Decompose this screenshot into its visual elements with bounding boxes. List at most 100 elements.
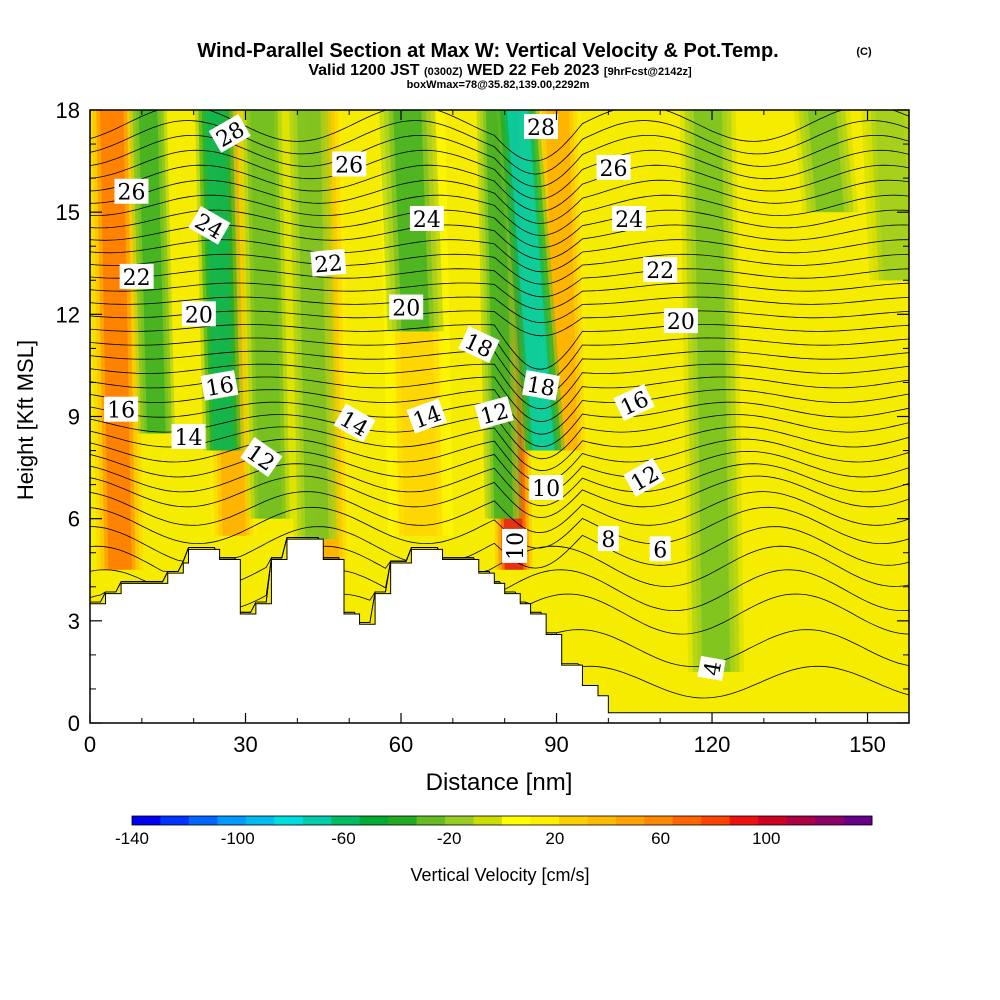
isentrope-line <box>90 491 909 533</box>
isentrope-label-text: 8 <box>601 528 615 553</box>
valid-utc: (0300Z) <box>424 66 463 78</box>
y-tick-label: 9 <box>68 405 80 430</box>
isentrope-line <box>90 324 909 370</box>
colorbar-swatch <box>245 816 275 825</box>
velocity-bands <box>90 110 909 672</box>
plot-area <box>90 110 909 723</box>
colorbar-swatch <box>473 816 503 825</box>
x-tick-label: 30 <box>233 732 257 757</box>
y-tick-label: 15 <box>56 200 80 225</box>
isentrope-label: 4 <box>697 655 727 681</box>
isentrope-label-bg <box>208 114 251 153</box>
isentrope-label-bg <box>458 326 500 364</box>
isentrope-label: 20 <box>181 301 216 328</box>
isentrope-label-bg <box>188 206 231 245</box>
isentrope-line <box>90 282 909 311</box>
isentrope-line <box>90 110 909 162</box>
x-tick-label: 150 <box>849 732 886 757</box>
colorbar-swatch <box>701 816 731 825</box>
isentrope-line <box>90 337 909 384</box>
downdraft-band <box>693 110 731 672</box>
isentrope-line <box>90 475 909 518</box>
isentrope-line <box>90 438 909 483</box>
isentrope-label-text: 20 <box>667 310 695 335</box>
isentrope-label: 22 <box>119 263 154 291</box>
colorbar-frame <box>131 815 873 826</box>
x-tick-label: 120 <box>694 732 731 757</box>
isentrope-label: 26 <box>114 178 149 206</box>
isentrope-label-bg <box>474 396 514 430</box>
isentrope-line <box>90 296 909 324</box>
isentrope-label: 22 <box>643 257 678 284</box>
colorbar-swatch <box>132 816 161 825</box>
isentrope-line <box>90 164 909 212</box>
colorbar-swatch <box>786 816 816 825</box>
isentrope-label-text: 16 <box>204 373 236 402</box>
colorbar-tick-label: 60 <box>651 829 670 848</box>
valid-prefix: Valid 1200 JST <box>308 62 419 79</box>
isentrope-label: 20 <box>389 294 424 322</box>
colorbar-swatch <box>160 816 190 825</box>
isentrope-line <box>90 526 909 569</box>
colorbar-swatch <box>672 816 702 825</box>
isentrope-label-text: 24 <box>615 208 643 233</box>
colorbar-tick-label: -100 <box>221 829 255 848</box>
colorbar-tick-label: 20 <box>545 829 564 848</box>
isentrope-label-text: 14 <box>174 426 202 451</box>
isentrope-label: 14 <box>406 398 448 434</box>
isentrope-label-text: 22 <box>123 266 151 291</box>
isentrope-label-bg <box>523 114 558 140</box>
colorbar: -140 -100 -60 -20 20 60 100 <box>115 815 873 848</box>
isentrope-label: 10 <box>502 528 529 563</box>
colorbar-swatch <box>331 816 361 825</box>
colorbar-tick-label: -140 <box>115 829 149 848</box>
isentrope-label-bg <box>406 398 448 434</box>
isentrope-line <box>90 450 909 495</box>
isentrope-label: 20 <box>663 308 698 335</box>
isentrope-label-text: 22 <box>646 259 674 284</box>
chart-title: Wind-Parallel Section at Max W: Vertical… <box>197 40 778 62</box>
y-axis-label: Height [Kft MSL] <box>13 340 38 500</box>
isentrope-label: 18 <box>458 326 500 364</box>
isentrope-label: 24 <box>409 205 444 233</box>
isentrope-label-bg <box>529 475 564 501</box>
colorbar-tick-label: -20 <box>437 829 462 848</box>
colorbar-swatch <box>502 816 531 825</box>
chart-subtitle: Valid 1200 JST (0300Z) WED 22 Feb 2023 [… <box>308 62 692 79</box>
isentrope-label: 12 <box>623 458 666 497</box>
isentrope-label-bg <box>200 370 239 401</box>
isentrope-label-text: 24 <box>413 208 441 233</box>
isentrope-line <box>90 239 909 273</box>
isentrope-label: 18 <box>522 370 560 402</box>
y-tick-label: 6 <box>68 507 80 532</box>
isentrope-label-bg <box>613 383 655 421</box>
valid-date: WED 22 Feb 2023 <box>467 62 600 79</box>
isentrope-label: 6 <box>649 536 671 563</box>
isentrope-label-text: 22 <box>314 251 344 278</box>
colorbar-swatch <box>302 816 332 825</box>
isentrope-label-text: 28 <box>527 116 555 141</box>
x-tick-label: 90 <box>544 732 568 757</box>
isentrope-label-bg <box>240 436 283 477</box>
axes: 0 30 60 90 120 150 0 3 6 9 12 15 18 <box>56 98 909 757</box>
isentrope-label: 24 <box>612 205 647 233</box>
isentrope-label-text: 20 <box>185 303 213 328</box>
isentrope-label: 26 <box>332 151 367 178</box>
isentrope-label-bg <box>104 396 139 422</box>
colorbar-swatch <box>758 816 788 825</box>
isentrope-label-text: 20 <box>392 297 420 322</box>
isentrope-label-bg <box>310 248 347 277</box>
isentrope-line <box>90 506 909 549</box>
isentrope-line <box>90 363 909 410</box>
terrain-mask <box>90 538 909 723</box>
isentrope-label: 10 <box>529 475 564 502</box>
isentrope-label-bg <box>389 294 424 320</box>
colorbar-label: Vertical Velocity [cm/s] <box>410 865 589 885</box>
colorbar-swatch <box>815 816 844 825</box>
isentrope-line <box>90 209 909 248</box>
isentrope-label-bg <box>623 458 666 497</box>
colorbar-swatch <box>217 816 247 825</box>
